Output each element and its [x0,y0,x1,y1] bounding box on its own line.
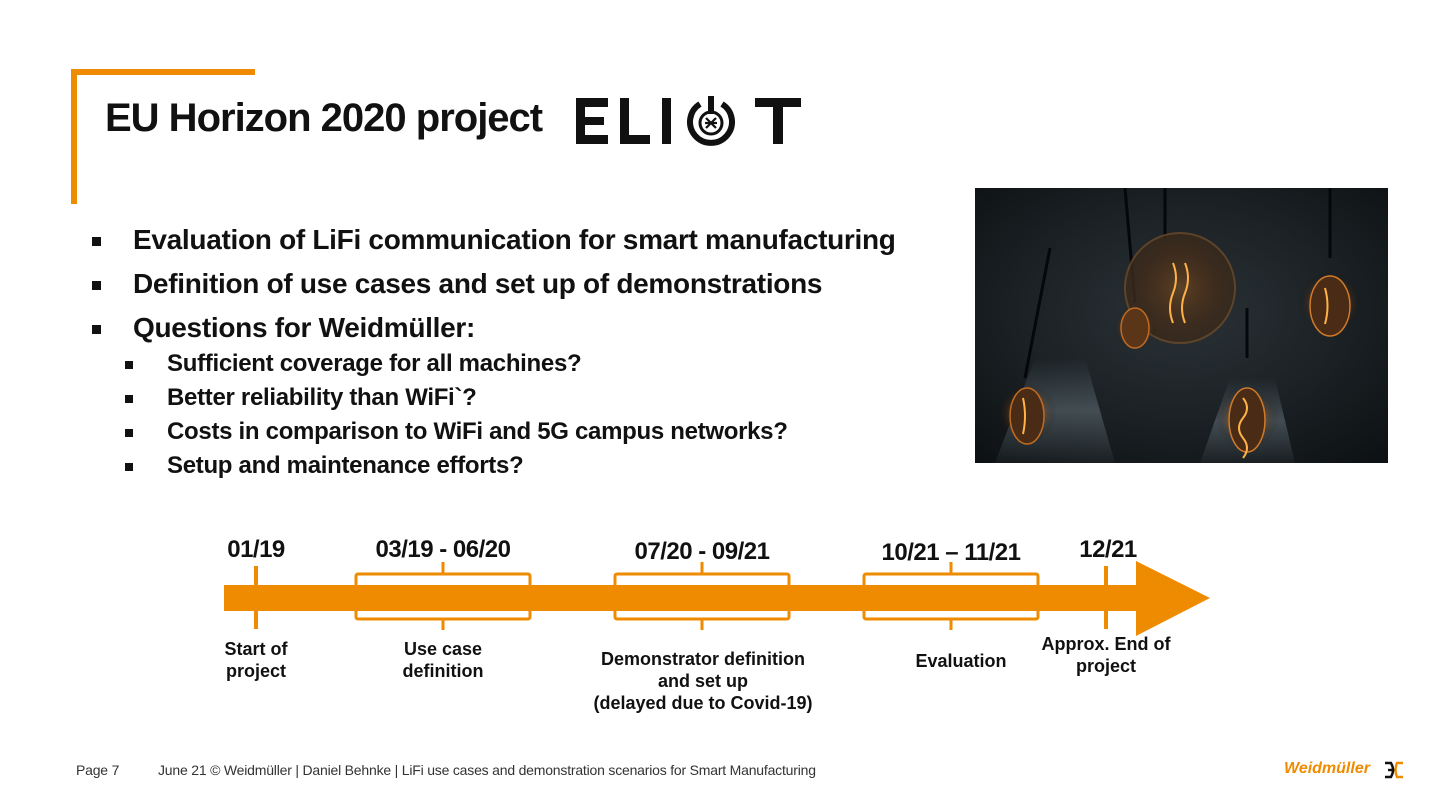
bullet-square-icon [125,395,133,403]
title-bracket-horizontal [71,69,255,75]
bullet-square-icon [125,429,133,437]
phase-label: Use case definition [402,639,484,681]
milestone-label: Approx. End of project [1041,634,1171,676]
bullet-item: Evaluation of LiFi communication for sma… [88,224,928,268]
phase-date: 03/19 - 06/20 [375,536,511,563]
eliot-logo [576,96,801,146]
timeline-arrow [224,561,1210,636]
slide-title: EU Horizon 2020 project [105,96,543,140]
bullet-item: Questions for Weidmüller: [88,312,928,350]
hanging-light-bulbs-photo [975,188,1388,463]
sub-bullet-item: Sufficient coverage for all machines? [88,350,928,384]
phase-date: 07/20 - 09/21 [634,538,770,565]
bullet-square-icon [92,281,101,290]
sub-bullet-item: Better reliability than WiFi`? [88,384,928,418]
milestone-date: 01/19 [227,536,285,563]
bullet-square-icon [125,361,133,369]
weidmueller-logo-icon [1385,761,1403,779]
milestone-label: Start of project [224,639,288,681]
phase-label: Demonstrator definition and set up (dela… [593,649,813,713]
sub-bullet-item: Costs in comparison to WiFi and 5G campu… [88,418,928,452]
bullet-square-icon [92,325,101,334]
bullet-item: Definition of use cases and set up of de… [88,268,928,312]
page-number: Page 7 [76,762,120,778]
title-bracket-vertical [71,69,77,204]
phase-date: 10/21 – 11/21 [881,539,1021,566]
bullet-square-icon [125,463,133,471]
footer-info: June 21 © Weidmüller | Daniel Behnke | L… [158,762,816,778]
sub-bullet-item: Setup and maintenance efforts? [88,452,928,486]
bullet-square-icon [92,237,101,246]
phase-label: Evaluation [915,651,1007,671]
brand-name: Weidmüller [1284,760,1370,777]
milestone-date: 12/21 [1079,536,1137,563]
bullet-list: Evaluation of LiFi communication for sma… [88,224,928,486]
